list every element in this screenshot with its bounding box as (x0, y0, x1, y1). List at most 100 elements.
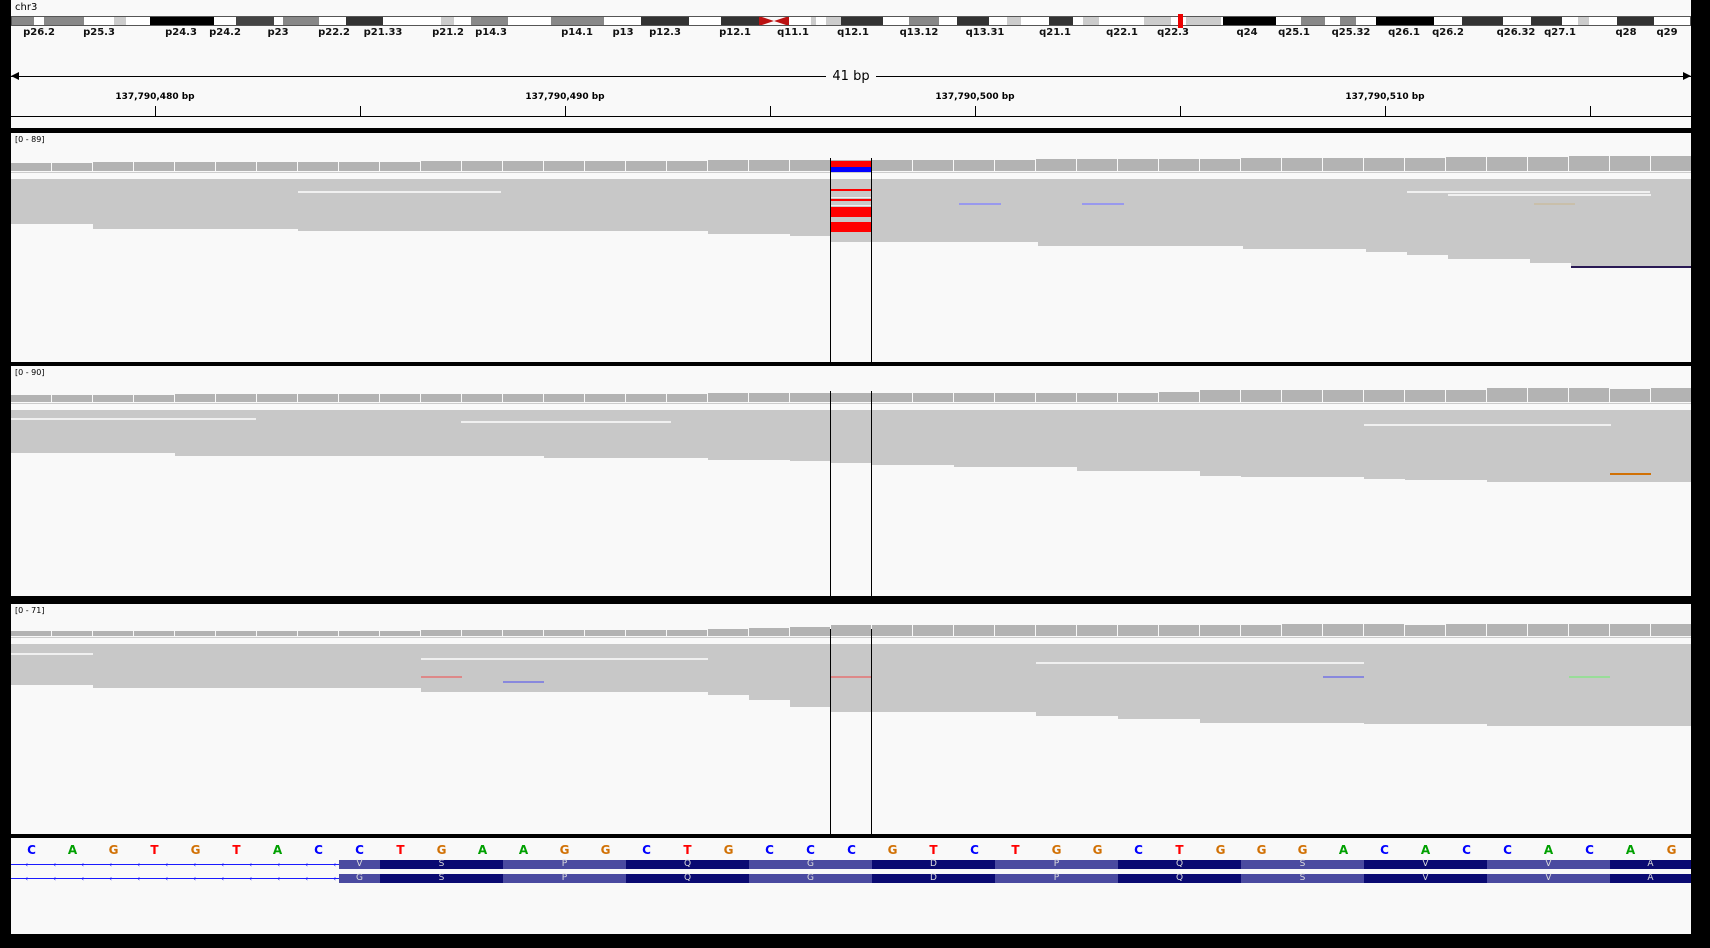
coverage-bar[interactable] (1610, 389, 1651, 402)
coverage-bar[interactable] (1364, 158, 1405, 171)
coverage-bar[interactable] (1159, 392, 1200, 402)
coverage-bar[interactable] (913, 625, 954, 636)
mismatch-marker[interactable] (1610, 473, 1651, 475)
coverage-bar[interactable] (995, 625, 1036, 636)
cytoband[interactable] (34, 16, 44, 26)
cytoband[interactable] (641, 16, 689, 26)
mismatch-marker[interactable] (503, 681, 544, 683)
coverage-bar[interactable] (298, 162, 339, 171)
coverage-bar[interactable] (1241, 158, 1282, 171)
read-alignment[interactable] (1036, 644, 1118, 716)
coding-exon[interactable] (626, 874, 749, 883)
coverage-bar[interactable] (1241, 625, 1282, 636)
coding-exon[interactable] (995, 874, 1118, 883)
cytoband[interactable] (1654, 16, 1691, 26)
cytoband[interactable] (841, 16, 883, 26)
coverage-bar[interactable] (544, 630, 585, 636)
mismatch-marker[interactable] (1323, 676, 1364, 678)
alignment-track-2[interactable]: [0 - 90] (11, 366, 1691, 596)
read-alignment[interactable] (175, 410, 544, 456)
cytoband[interactable] (84, 16, 114, 26)
cytoband[interactable] (1617, 16, 1654, 26)
read-alignment[interactable] (11, 644, 93, 685)
coverage-bar[interactable] (1651, 388, 1691, 402)
read-alignment[interactable] (93, 179, 298, 229)
cytoband[interactable] (454, 16, 471, 26)
cytoband[interactable] (1578, 16, 1589, 26)
cytoband[interactable] (214, 16, 236, 26)
coverage-bar[interactable] (667, 630, 708, 636)
coverage-bar[interactable] (93, 395, 134, 402)
cytoband[interactable] (126, 16, 150, 26)
coverage-bar[interactable] (1569, 156, 1610, 171)
cytoband[interactable] (1589, 16, 1617, 26)
cytoband[interactable] (957, 16, 989, 26)
coverage-bar[interactable] (1323, 624, 1364, 636)
cytoband[interactable] (1049, 16, 1073, 26)
coverage-bar[interactable] (175, 394, 216, 402)
coding-exon[interactable] (503, 860, 626, 869)
coverage-bar[interactable] (462, 161, 503, 171)
coverage-bar[interactable] (1487, 624, 1528, 636)
coding-exon[interactable] (749, 860, 872, 869)
cytoband[interactable] (387, 16, 441, 26)
coverage-bar[interactable] (708, 629, 749, 636)
cytoband[interactable] (1376, 16, 1434, 26)
mismatch-marker[interactable] (1571, 266, 1691, 268)
coverage-bar[interactable] (175, 631, 216, 636)
read-alignment[interactable] (790, 410, 831, 461)
coverage-bar[interactable] (667, 161, 708, 171)
coverage-bar[interactable] (626, 161, 667, 171)
read-alignment[interactable] (1200, 410, 1241, 476)
read-alignment[interactable] (1487, 644, 1691, 726)
coverage-bar[interactable] (1282, 624, 1323, 636)
read-alignment[interactable] (790, 179, 831, 236)
coverage-bar[interactable] (831, 393, 872, 402)
coverage-bar[interactable] (1405, 625, 1446, 636)
read-alignment[interactable] (1571, 179, 1691, 266)
coverage-bar[interactable] (913, 393, 954, 402)
alignment-track-3[interactable]: [0 - 71] (11, 604, 1691, 834)
coverage-bar[interactable] (585, 630, 626, 636)
coverage-bar[interactable] (339, 631, 380, 636)
coverage-bar[interactable] (544, 394, 585, 402)
coverage-bar[interactable] (1159, 625, 1200, 636)
cytoband[interactable] (346, 16, 383, 26)
coverage-bar[interactable] (257, 394, 298, 402)
variant-read-base[interactable] (831, 199, 871, 201)
cytoband[interactable] (1099, 16, 1144, 26)
coding-exon[interactable] (1610, 874, 1691, 883)
read-alignment[interactable] (790, 644, 831, 707)
coverage-bar[interactable] (1364, 390, 1405, 402)
coverage-bar[interactable] (1569, 624, 1610, 636)
coverage-bar[interactable] (749, 160, 790, 171)
coverage-bar[interactable] (1446, 157, 1487, 171)
coding-exon[interactable] (380, 860, 503, 869)
coverage-bar[interactable] (1528, 157, 1569, 171)
cytoband[interactable] (1434, 16, 1462, 26)
coding-exon[interactable] (1118, 874, 1241, 883)
read-alignment[interactable] (872, 410, 954, 465)
coverage-bar[interactable] (1077, 159, 1118, 171)
coverage-bar[interactable] (52, 631, 93, 636)
coverage-bar[interactable] (134, 162, 175, 171)
coverage-bar[interactable] (1610, 156, 1651, 171)
read-alignment[interactable] (11, 179, 96, 224)
variant-read-base[interactable] (831, 189, 871, 191)
mismatch-marker[interactable] (1534, 203, 1575, 205)
coding-exon[interactable] (1241, 860, 1364, 869)
variant-read-base[interactable] (831, 207, 871, 217)
coding-exon[interactable] (995, 860, 1118, 869)
coverage-bar[interactable] (421, 161, 462, 171)
read-alignment[interactable] (1366, 179, 1407, 252)
coding-exon[interactable] (1487, 874, 1610, 883)
mismatch-marker[interactable] (1569, 676, 1610, 678)
cytoband[interactable] (939, 16, 957, 26)
coverage-bar[interactable] (1118, 159, 1159, 171)
coverage-bar[interactable] (667, 394, 708, 402)
coverage-bar[interactable] (380, 631, 421, 636)
coverage-bar[interactable] (995, 160, 1036, 171)
coverage-bar[interactable] (216, 162, 257, 171)
coverage-bar[interactable] (1282, 158, 1323, 171)
